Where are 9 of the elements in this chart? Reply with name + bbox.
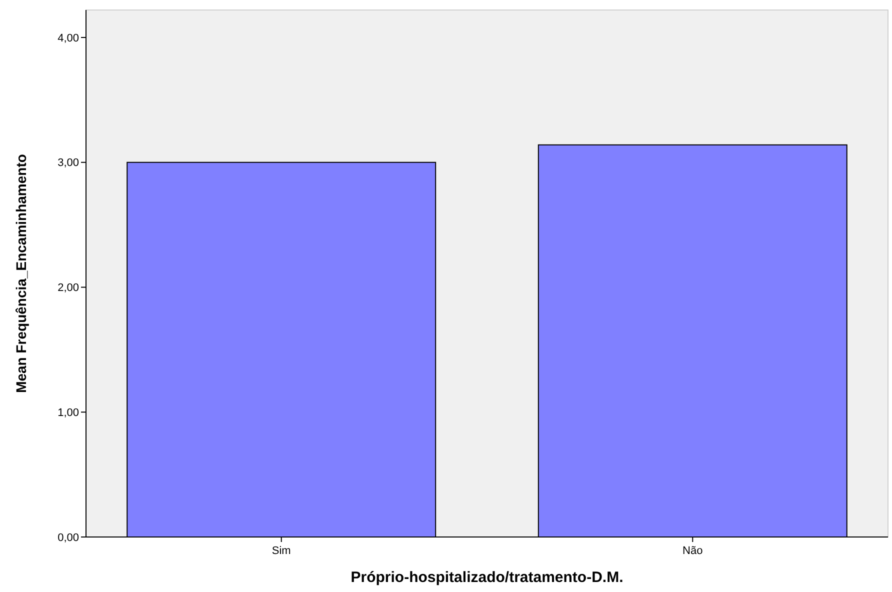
- y-tick-label: 2,00: [58, 282, 79, 294]
- y-tick-label: 0,00: [58, 532, 79, 544]
- y-tick-label: 3,00: [58, 157, 79, 170]
- y-tick-label: 4,00: [58, 32, 79, 44]
- x-tick-label: Não: [682, 545, 703, 557]
- x-axis-title: Próprio-hospitalizado/tratamento-D.M.: [350, 569, 624, 586]
- x-tick-label: Sim: [272, 545, 291, 557]
- y-axis-title: Mean Frequência_Encaminhamento: [13, 154, 29, 393]
- y-tick-label: 1,00: [58, 406, 79, 419]
